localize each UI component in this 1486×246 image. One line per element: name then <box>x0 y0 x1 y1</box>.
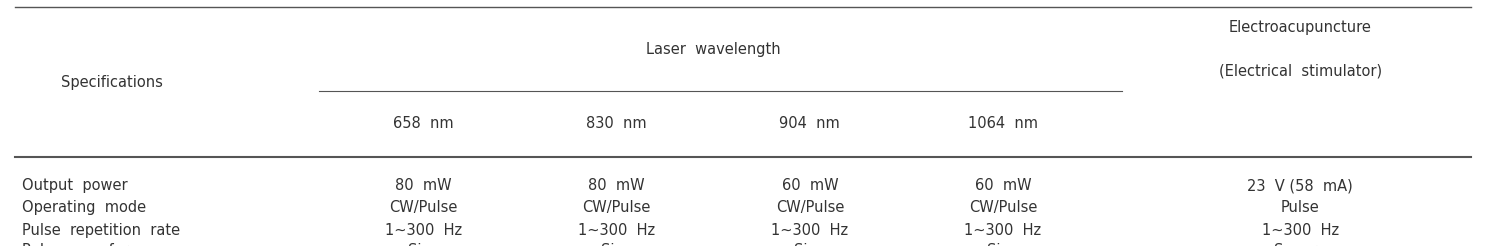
Text: Pulse  waveform: Pulse waveform <box>22 244 143 246</box>
Text: 1∼300  Hz: 1∼300 Hz <box>1262 223 1339 237</box>
Text: 830  nm: 830 nm <box>587 116 646 130</box>
Text: 904  nm: 904 nm <box>780 116 840 130</box>
Text: CW/Pulse: CW/Pulse <box>389 200 458 215</box>
Text: Pulse  repetition  rate: Pulse repetition rate <box>22 223 180 237</box>
Text: 1∼300  Hz: 1∼300 Hz <box>578 223 655 237</box>
Text: 1∼300  Hz: 1∼300 Hz <box>385 223 462 237</box>
Text: CW/Pulse: CW/Pulse <box>969 200 1037 215</box>
Text: Pulse: Pulse <box>1281 200 1320 215</box>
Text: 1∼300  Hz: 1∼300 Hz <box>771 223 849 237</box>
Text: Operating  mode: Operating mode <box>22 200 147 215</box>
Text: Square: Square <box>1275 244 1326 246</box>
Text: 1064  nm: 1064 nm <box>967 116 1039 130</box>
Text: Sine: Sine <box>600 244 633 246</box>
Text: 658  nm: 658 nm <box>394 116 453 130</box>
Text: Specifications: Specifications <box>61 75 162 90</box>
Text: 60  mW: 60 mW <box>782 178 838 193</box>
Text: 80  mW: 80 mW <box>588 178 645 193</box>
Text: Sine: Sine <box>407 244 440 246</box>
Text: 80  mW: 80 mW <box>395 178 452 193</box>
Text: 23  V (58  mA): 23 V (58 mA) <box>1247 178 1354 193</box>
Text: Sine: Sine <box>987 244 1019 246</box>
Text: CW/Pulse: CW/Pulse <box>583 200 651 215</box>
Text: Output  power: Output power <box>22 178 128 193</box>
Text: 1∼300  Hz: 1∼300 Hz <box>964 223 1042 237</box>
Text: Sine: Sine <box>794 244 826 246</box>
Text: Electroacupuncture: Electroacupuncture <box>1229 20 1372 34</box>
Text: (Electrical  stimulator): (Electrical stimulator) <box>1219 64 1382 79</box>
Text: 60  mW: 60 mW <box>975 178 1031 193</box>
Text: CW/Pulse: CW/Pulse <box>776 200 844 215</box>
Text: Laser  wavelength: Laser wavelength <box>646 42 780 57</box>
